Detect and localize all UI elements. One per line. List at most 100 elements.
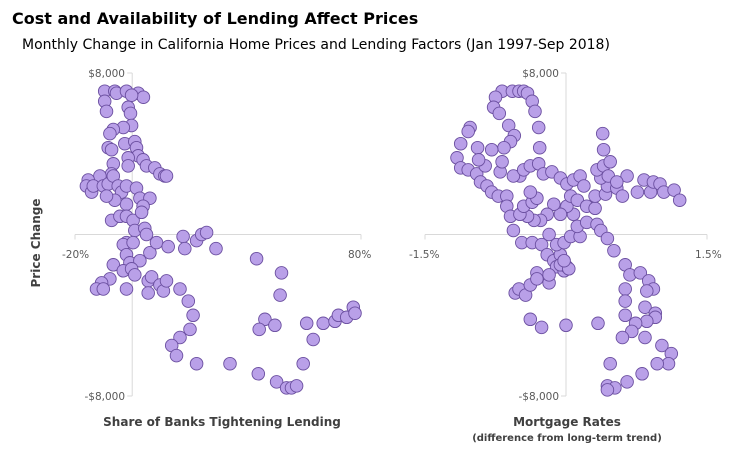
scatter-point (126, 235, 140, 250)
scatter-point (523, 312, 538, 327)
scatter-point (223, 356, 237, 371)
scatter-point (299, 316, 314, 331)
scatter-point (123, 106, 138, 121)
scatter-point (121, 159, 135, 173)
scatter-point (506, 223, 521, 238)
scatter-point (542, 227, 556, 242)
left-panel: -20% 80% $8,000 -$8,000 Share of Banks T… (29, 68, 371, 429)
scatter-point (296, 356, 310, 371)
scatter-point (136, 90, 151, 104)
scatter-point (484, 142, 499, 157)
scatter-point (534, 320, 549, 335)
scatter-point (249, 251, 264, 266)
scatter-point (553, 207, 568, 222)
scatter-point (119, 197, 134, 211)
scatter-point (630, 185, 645, 199)
scatter-point (251, 367, 266, 381)
scatter-point (189, 356, 204, 371)
scatter-point (178, 241, 192, 256)
scatter-point (492, 106, 507, 121)
scatter-point (119, 282, 134, 296)
scatter-point (99, 189, 114, 203)
scatter-point (615, 189, 630, 203)
scatter-point (269, 375, 284, 389)
scatter-point (181, 294, 196, 308)
scatter-point (542, 268, 556, 282)
scatter-point (501, 118, 516, 133)
scatter-point (603, 155, 617, 169)
scatter-point (495, 155, 509, 169)
scatter-point (103, 126, 117, 141)
scatter-point (144, 270, 159, 284)
scatter-point (547, 197, 561, 211)
scatter-point (588, 201, 602, 216)
scatter-point (258, 312, 272, 327)
scatter-point (638, 330, 652, 345)
scatter-point (506, 169, 521, 183)
scatter-point (607, 243, 621, 258)
scatter-point (534, 237, 549, 252)
scatter-point (650, 356, 664, 371)
scatter-point (96, 282, 111, 296)
scatter-point (577, 179, 591, 193)
scatter-point (497, 140, 511, 155)
scatter-point (618, 294, 632, 308)
scatter-point (268, 318, 282, 333)
scatter-point (209, 241, 223, 256)
scatter-point (183, 322, 197, 337)
scatter-point (528, 104, 542, 119)
scatter-point (176, 229, 190, 244)
scatter-point (470, 140, 485, 155)
scatter-point (531, 120, 546, 135)
chart-subtitle: Monthly Change in California Home Prices… (22, 37, 610, 53)
scatter-point (618, 282, 632, 296)
scatter-point (559, 318, 573, 333)
scatter-point (274, 266, 289, 280)
scatter-point (149, 235, 164, 250)
scatter-point (173, 282, 187, 296)
right-y-tick-min: -$8,000 (518, 391, 559, 403)
scatter-point (124, 88, 139, 102)
scatter-point (595, 126, 610, 141)
scatter-point (186, 308, 200, 323)
scatter-point (161, 239, 175, 254)
scatter-point (640, 284, 654, 298)
scatter-point (530, 272, 544, 286)
scatter-point (591, 316, 605, 331)
right-x-axis-subtitle: (difference from long-term trend) (472, 433, 662, 444)
right-x-tick-min: -1.5% (409, 249, 439, 261)
scatter-point (635, 367, 649, 381)
scatter-point (133, 253, 147, 268)
chart-title: Cost and Availability of Lending Affect … (12, 9, 418, 28)
left-x-tick-min: -20% (62, 249, 89, 261)
scatter-point (316, 316, 330, 331)
scatter-point (618, 308, 632, 323)
scatter-point (104, 142, 119, 157)
scatter-point (672, 193, 687, 207)
scatter-point (273, 288, 287, 302)
scatter-point (199, 225, 214, 240)
scatter-point (173, 330, 187, 345)
scatter-point (348, 306, 362, 320)
scatter-point (169, 348, 184, 363)
right-x-axis-title: Mortgage Rates (513, 415, 621, 429)
left-x-tick-max: 80% (348, 249, 371, 261)
scatter-point (625, 324, 639, 339)
scatter-point (453, 136, 468, 151)
scatter-point (620, 375, 634, 389)
scatter-point (141, 286, 155, 300)
scatter-point (139, 227, 154, 242)
left-y-tick-max: $8,000 (88, 68, 125, 80)
scatter-point (106, 258, 121, 272)
scatter-point (600, 231, 615, 246)
right-points (450, 84, 687, 397)
scatter-point (306, 332, 320, 347)
y-axis-title: Price Change (29, 199, 43, 288)
left-x-axis-title: Share of Banks Tightening Lending (103, 415, 341, 429)
scatter-point (134, 205, 149, 220)
scatter-point (596, 142, 611, 157)
scatter-point (661, 356, 676, 371)
scatter-point (289, 379, 304, 393)
right-y-tick-max: $8,000 (522, 68, 559, 80)
